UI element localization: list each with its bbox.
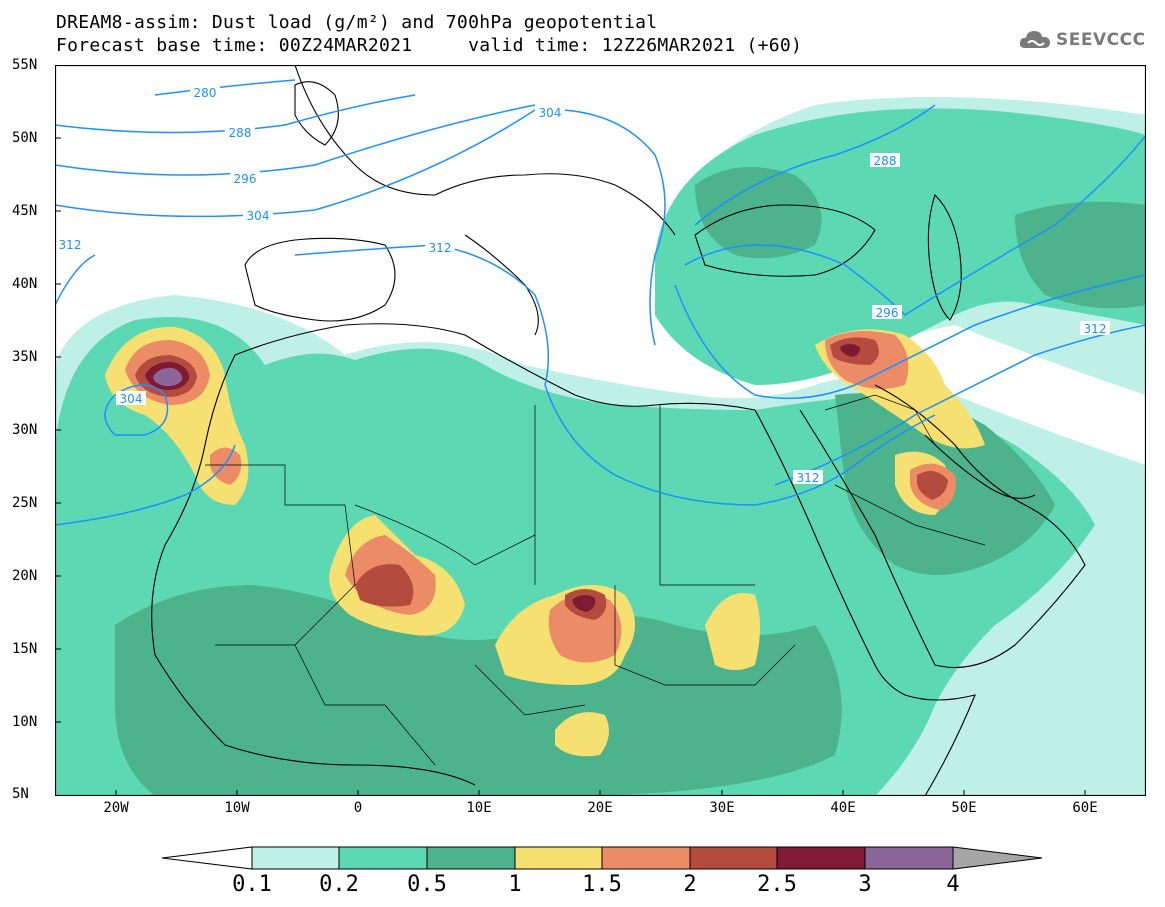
lon-label: 20E	[587, 800, 613, 816]
dust-peak-arabia	[917, 471, 948, 500]
colorbar-label: 1.5	[582, 872, 622, 897]
contour-296-east	[684, 134, 1146, 316]
lon-label: 50E	[951, 800, 977, 816]
lon-label: 40E	[830, 800, 856, 816]
contour-label: 312	[59, 238, 82, 252]
lon-label: 20W	[103, 800, 129, 816]
coastline-persian-gulf	[924, 434, 1036, 499]
colorbar-segment	[776, 846, 866, 870]
dust-extreme-atlantic	[153, 367, 183, 387]
colorbar-segment	[514, 846, 603, 870]
coastline-europe-north	[294, 65, 676, 236]
colorbar-label: 0.1	[232, 872, 272, 897]
coastline-caspian	[927, 193, 962, 321]
contour-296	[55, 104, 536, 176]
lon-label: 10E	[466, 800, 492, 816]
colorbar-segment	[426, 846, 516, 870]
lat-label: 25N	[12, 495, 38, 511]
seevccc-logo: SEEVCCC	[1018, 25, 1146, 55]
contour-label: 304	[247, 209, 270, 223]
dust-plume-sudan	[705, 593, 760, 670]
lat-label: 20N	[12, 568, 38, 584]
contour-label: 312	[797, 471, 820, 485]
map-title-line2: Forecast base time: 00Z24MAR2021 valid t…	[56, 35, 803, 56]
contour-label: 288	[874, 154, 897, 168]
border-libya-egypt	[534, 405, 755, 586]
lat-label: 40N	[12, 276, 38, 292]
dust-plume-central-africa	[555, 712, 609, 757]
border-west-africa	[294, 644, 586, 766]
dust-region-caucasus	[695, 167, 822, 259]
colorbar-segment	[601, 846, 691, 870]
border-sudan	[614, 585, 796, 686]
coastline-uk	[294, 81, 339, 146]
contour-288-east	[694, 104, 936, 226]
coastline-horn-africa	[904, 694, 976, 796]
map-title-line1: DREAM8-assim: Dust load (g/m²) and 700hP…	[56, 12, 658, 33]
contour-288	[55, 94, 416, 134]
colorbar-label: 2	[683, 872, 697, 897]
colorbar-label: 3	[858, 872, 872, 897]
lat-label: 55N	[12, 57, 38, 73]
contour-label: 296	[876, 306, 899, 320]
coastline-arabia	[799, 384, 1086, 668]
lon-label: 10W	[224, 800, 250, 816]
colorbar-lower-triangle	[161, 846, 253, 870]
coastline-north-africa	[234, 323, 756, 411]
contour-label: 312	[1084, 322, 1107, 336]
contour-label: 304	[120, 392, 143, 406]
lat-label: 15N	[12, 641, 38, 657]
logo-text: SEEVCCC	[1056, 30, 1146, 50]
border-sahara-2	[354, 504, 536, 585]
lat-label: 50N	[12, 130, 38, 146]
dust-peak-mali	[355, 564, 414, 607]
colorbar-label: 0.5	[407, 872, 447, 897]
coastline-red-sea	[754, 409, 906, 696]
border-middle-east	[824, 394, 986, 546]
contour-280	[154, 79, 296, 96]
lat-label: 45N	[12, 203, 38, 219]
coastline-west-africa	[151, 354, 476, 786]
coastline-black-sea	[694, 204, 876, 277]
dust-max-chad	[572, 594, 596, 612]
colorbar-label: 2.5	[757, 872, 797, 897]
coastline-iberia	[244, 237, 396, 322]
contour-312-south	[55, 444, 236, 526]
cloud-icon	[1019, 31, 1050, 48]
colorbar-segment	[338, 846, 428, 870]
dust-core-morocco	[210, 447, 242, 485]
dust-map: 280 288 296 304 312 288 296 304 312 304 …	[55, 65, 1146, 796]
contour-304-east	[674, 274, 1146, 400]
colorbar-segment	[689, 846, 778, 870]
colorbar-segment	[864, 846, 954, 870]
lat-label: 30N	[12, 422, 38, 438]
contour-label: 312	[429, 241, 452, 255]
lat-label: 10N	[12, 714, 38, 730]
contour-304-atlantic	[104, 384, 169, 436]
colorbar-label: 1	[508, 872, 522, 897]
dust-region-west-africa	[115, 585, 842, 796]
dust-max-iraq	[840, 344, 861, 357]
colorbar-segment	[251, 846, 340, 870]
contour-label: 304	[539, 106, 562, 120]
contour-312-east	[774, 324, 1146, 486]
contour-label: 280	[194, 86, 217, 100]
contour-label: 296	[234, 172, 257, 186]
colorbar-label: 0.2	[319, 872, 359, 897]
colorbar-upper-triangle	[952, 846, 1043, 870]
lon-label: 60E	[1072, 800, 1098, 816]
lat-label: 5N	[12, 786, 29, 802]
lon-label: 0	[353, 800, 363, 816]
lat-label: 35N	[12, 349, 38, 365]
contour-label: 288	[229, 126, 252, 140]
lon-label: 30E	[709, 800, 735, 816]
colorbar	[161, 846, 1043, 870]
colorbar-label: 4	[946, 872, 960, 897]
